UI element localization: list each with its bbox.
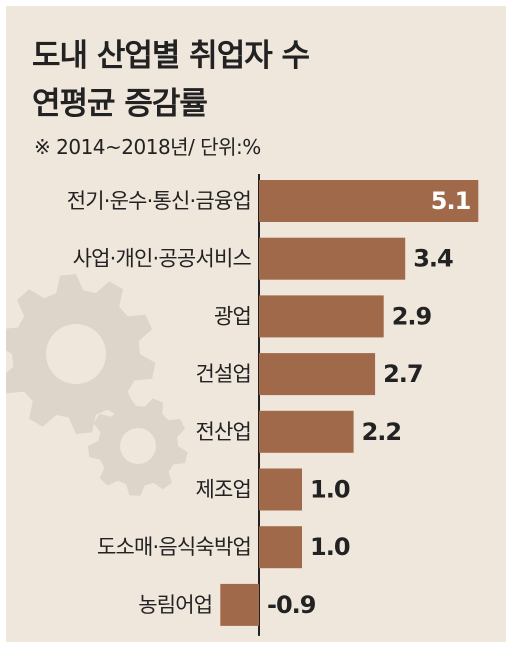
chart-panel: 도내 산업별 취업자 수 연평균 증감률 ※ 2014~2018년/ 단위:% … bbox=[6, 6, 506, 642]
value-label: 1.0 bbox=[310, 533, 350, 561]
value-label: 2.2 bbox=[362, 418, 402, 446]
bar bbox=[259, 526, 302, 569]
value-label: 5.1 bbox=[431, 187, 471, 215]
bar bbox=[259, 410, 354, 453]
chart-title-line-1: 도내 산업별 취업자 수 bbox=[32, 38, 310, 74]
value-label: -0.9 bbox=[267, 591, 316, 619]
category-label: 사업·개인·공공서비스 bbox=[73, 247, 252, 271]
category-label: 전기·운수·통신·금융업 bbox=[67, 189, 251, 213]
category-label: 건설업 bbox=[195, 362, 251, 386]
bar bbox=[259, 237, 406, 280]
gear-icon bbox=[6, 274, 188, 496]
category-label: 도소매·음식숙박업 bbox=[97, 535, 251, 559]
bar bbox=[259, 468, 302, 511]
value-label: 2.9 bbox=[392, 302, 432, 330]
category-label: 농림어업 bbox=[138, 593, 212, 617]
value-label: 2.7 bbox=[383, 360, 423, 388]
chart-title-line-2: 연평균 증감률 bbox=[32, 86, 208, 122]
category-label: 제조업 bbox=[195, 478, 251, 502]
chart-subtitle: ※ 2014~2018년/ 단위:% bbox=[34, 135, 261, 159]
bar bbox=[259, 180, 479, 222]
bar-chart: 전기·운수·통신·금융업 5.1 사업·개인·공공서비스 3.4 광업 2.9 건설업 2.7… bbox=[67, 174, 479, 636]
category-label: 전산업 bbox=[195, 420, 251, 444]
category-label: 광업 bbox=[214, 304, 251, 328]
bar bbox=[259, 295, 384, 338]
gear-hole bbox=[120, 428, 156, 464]
value-label: 3.4 bbox=[413, 245, 453, 273]
value-label: 1.0 bbox=[310, 476, 350, 504]
bar bbox=[220, 583, 259, 626]
bar bbox=[259, 353, 376, 396]
gear-hole bbox=[46, 324, 106, 384]
